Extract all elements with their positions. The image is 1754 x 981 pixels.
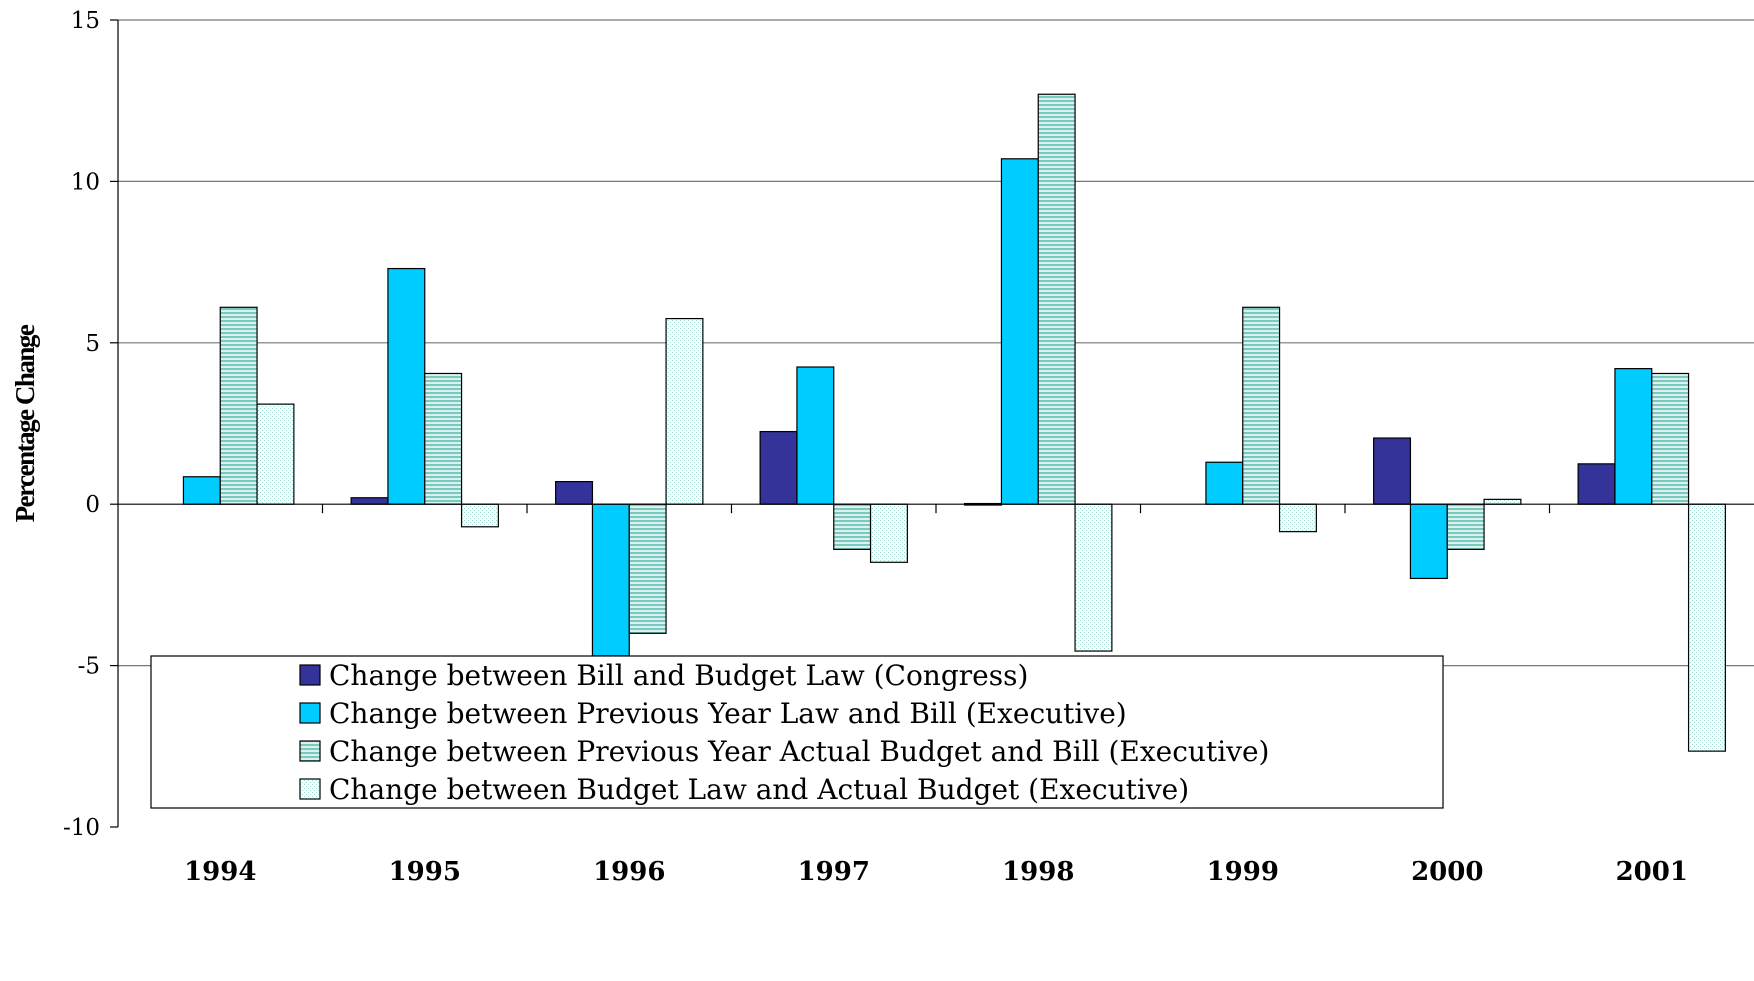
legend-label: Change between Bill and Budget Law (Cong… (329, 659, 1028, 692)
legend-swatch (299, 664, 321, 686)
bar-1994-series-4 (256, 403, 295, 505)
axis-labels: 15 10 5 0 -5 -10 1994 1995 1996 1997 1998 1999 2000 2… (10, 8, 1688, 887)
bar-1999-series-2 (1205, 461, 1244, 505)
axes (110, 19, 1754, 828)
y-tick-label: 10 (71, 169, 100, 195)
bar-2001-series-1 (1577, 463, 1616, 505)
legend-swatch (299, 778, 321, 800)
bar-1996-series-4 (665, 317, 704, 505)
bar-1998-series-3 (1037, 93, 1076, 505)
bar-1996-series-1 (555, 481, 594, 505)
bars (182, 93, 1726, 752)
bar-1997-series-4 (869, 503, 908, 563)
y-tick-label: -10 (63, 815, 100, 841)
bar-2000-series-4 (1483, 498, 1522, 505)
bar-1998-series-2 (1000, 158, 1039, 505)
bar-1999-series-3 (1242, 306, 1281, 505)
legend-label: Change between Previous Year Actual Budg… (329, 735, 1269, 768)
x-category-label: 2001 (1616, 857, 1688, 887)
y-tick-label: 0 (85, 492, 100, 518)
bar-2000-series-3 (1446, 503, 1485, 550)
bar-1996-series-3 (628, 503, 667, 634)
x-category-label: 1998 (1002, 857, 1074, 887)
bar-2000-series-1 (1373, 437, 1412, 505)
bar-2000-series-2 (1409, 503, 1448, 580)
bar-2001-series-2 (1614, 368, 1653, 505)
x-category-label: 1994 (184, 857, 256, 887)
bar-1999-series-4 (1278, 503, 1317, 533)
x-category-label: 1997 (798, 857, 870, 887)
bar-1998-series-4 (1074, 503, 1113, 652)
bar-1997-series-2 (796, 366, 835, 505)
bar-1994-series-2 (182, 476, 221, 505)
y-tick-label: -5 (78, 654, 100, 680)
bar-1995-series-1 (350, 497, 389, 505)
bar-1995-series-2 (387, 267, 426, 505)
bar-1997-series-1 (759, 430, 798, 505)
bar-1997-series-3 (833, 503, 872, 550)
bar-1996-series-2 (591, 503, 630, 657)
bar-1995-series-4 (460, 503, 499, 528)
y-axis-title: Percentage Change (10, 324, 40, 522)
bar-2001-series-3 (1651, 372, 1690, 505)
legend-label: Change between Budget Law and Actual Bud… (329, 773, 1189, 806)
x-category-label: 2000 (1411, 857, 1483, 887)
legend: Change between Bill and Budget Law (Cong… (150, 655, 1444, 809)
bar-1995-series-3 (424, 372, 463, 505)
gridlines (118, 19, 1754, 667)
x-category-label: 1995 (389, 857, 461, 887)
bar-1994-series-3 (219, 306, 258, 505)
legend-swatch (299, 702, 321, 724)
y-tick-label: 5 (85, 331, 100, 357)
x-category-label: 1999 (1207, 857, 1279, 887)
legend-label: Change between Previous Year Law and Bil… (329, 697, 1127, 730)
legend-swatch (299, 740, 321, 762)
x-category-label: 1996 (593, 857, 665, 887)
bar-2001-series-4 (1687, 503, 1726, 752)
y-tick-label: 15 (71, 8, 100, 34)
legend-box (150, 655, 1444, 809)
